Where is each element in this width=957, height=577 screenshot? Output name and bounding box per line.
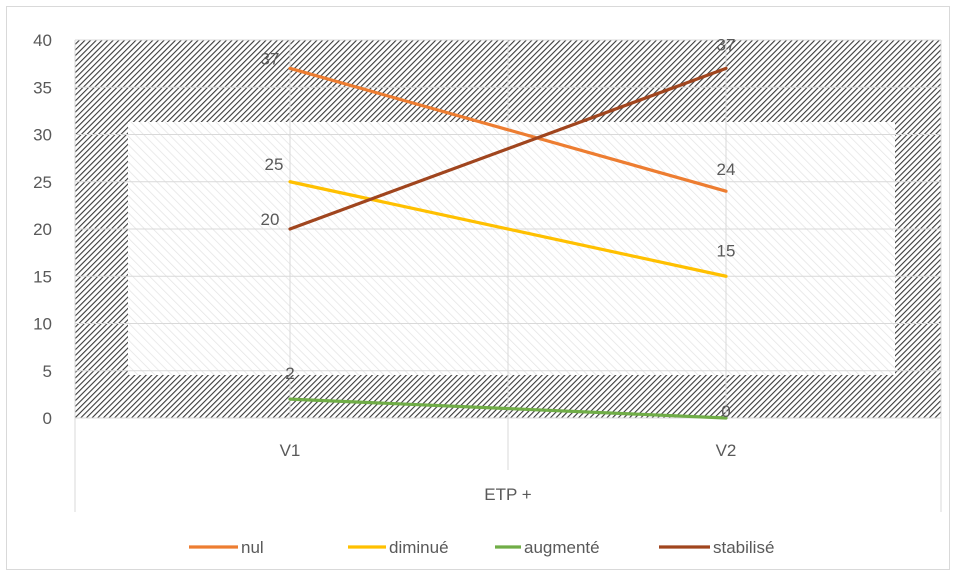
series-line-diminué [288, 180, 728, 278]
y-tick-label: 15 [33, 267, 52, 286]
data-label: 15 [717, 241, 736, 260]
legend-label: augmenté [524, 538, 600, 557]
y-tick-label: 30 [33, 126, 52, 145]
legend-item-diminué: diminué [348, 538, 449, 557]
data-label: 20 [261, 210, 280, 229]
series-lines [288, 66, 728, 420]
y-tick-label: 40 [33, 31, 52, 50]
data-label: 37 [261, 49, 280, 68]
x-axis-title: ETP + [484, 485, 531, 504]
x-axis-ticks: V1 V2 [280, 441, 737, 460]
legend-label: diminué [389, 538, 449, 557]
y-tick-label: 5 [43, 362, 52, 381]
data-label: 24 [717, 160, 736, 179]
y-tick-label: 25 [33, 173, 52, 192]
legend-item-augmenté: augmenté [495, 538, 600, 557]
legend-label: stabilisé [713, 538, 774, 557]
y-tick-label: 0 [43, 409, 52, 428]
data-label: 2 [285, 364, 294, 383]
data-label: 0 [721, 402, 730, 421]
legend-item-nul: nul [189, 538, 264, 557]
series-line-augmenté [288, 397, 728, 420]
inner-hatch-area [128, 122, 895, 375]
y-tick-label: 20 [33, 220, 52, 239]
series-line-nul [288, 66, 728, 193]
legend-item-stabilisé: stabilisé [659, 538, 774, 557]
x-tick-label: V1 [280, 441, 301, 460]
x-tick-label: V2 [716, 441, 737, 460]
legend: nul diminué augmenté stabilisé [189, 538, 774, 557]
y-tick-label: 35 [33, 78, 52, 97]
y-axis-ticks: 0 5 10 15 20 25 30 35 40 [33, 31, 52, 428]
legend-label: nul [241, 538, 264, 557]
data-label: 37 [717, 35, 736, 54]
series-line-stabilisé [288, 66, 728, 231]
y-tick-label: 10 [33, 315, 52, 334]
data-label: 25 [265, 155, 284, 174]
